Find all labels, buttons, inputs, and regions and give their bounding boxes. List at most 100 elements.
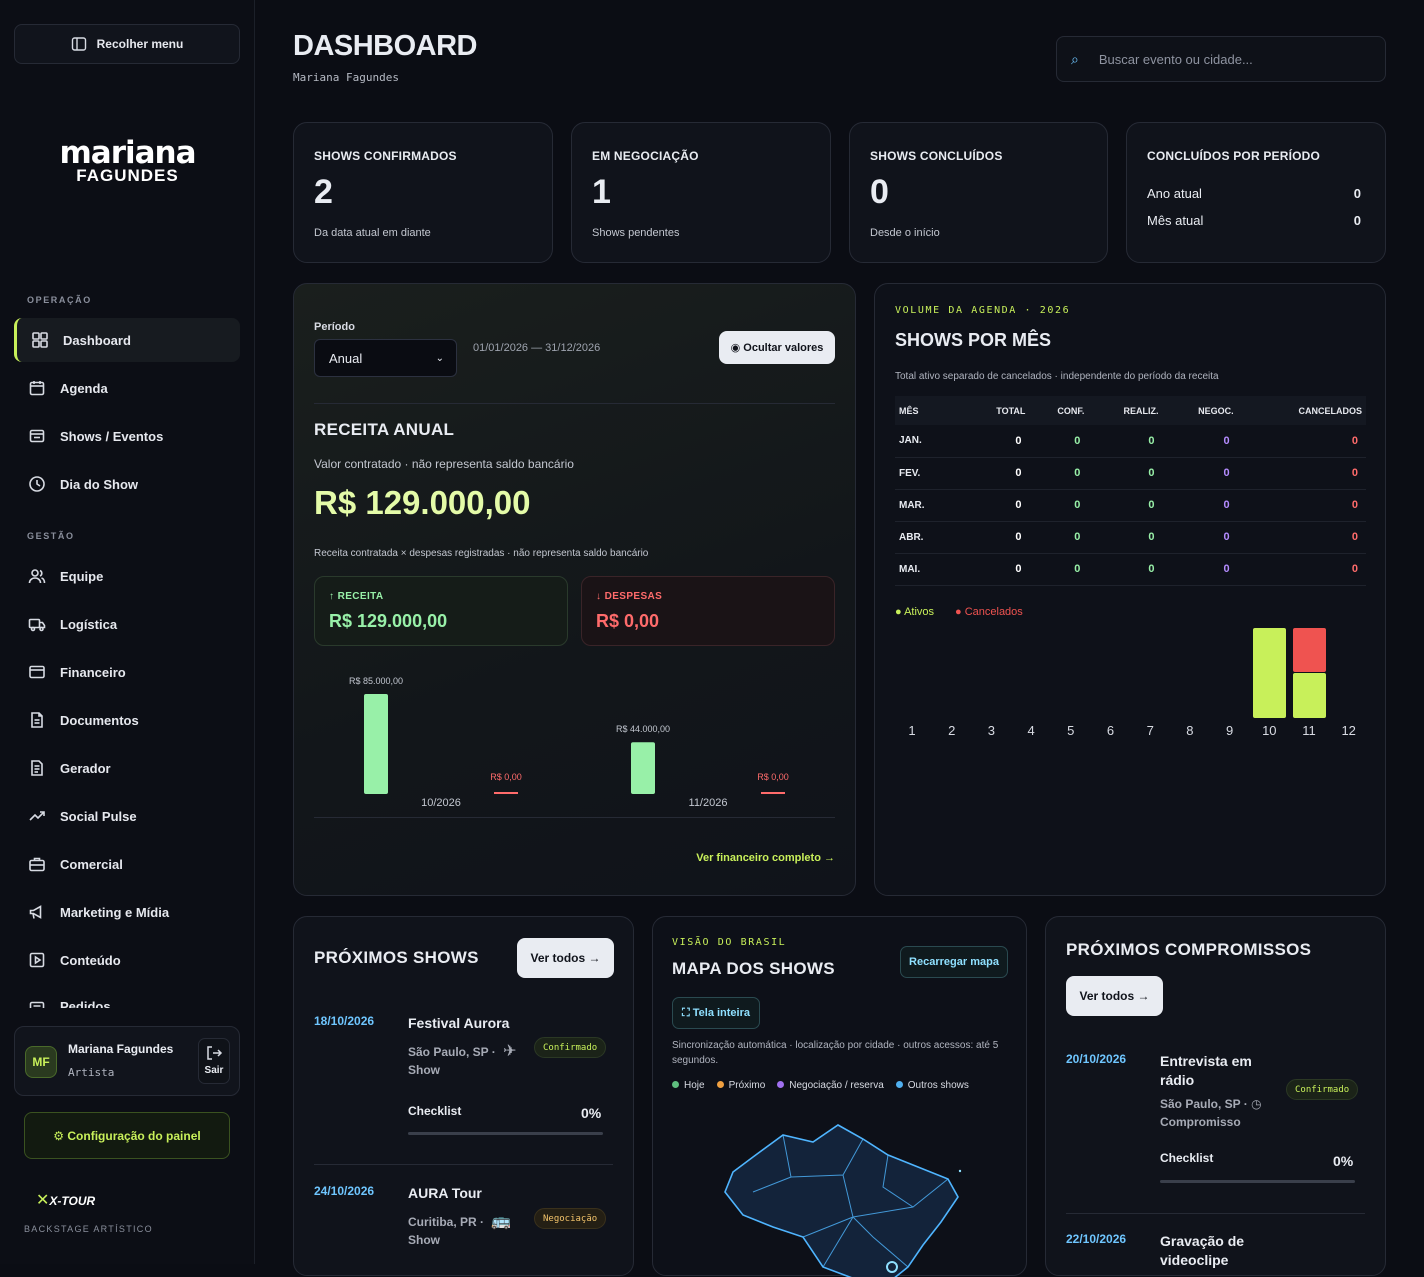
checklist-label: Checklist xyxy=(408,1104,462,1118)
shows-month-note: Total ativo separado de cancelados · ind… xyxy=(895,371,1219,382)
month-cell: FEV. xyxy=(895,457,967,490)
sidebar-item-label: Equipe xyxy=(60,568,104,584)
reload-map-button[interactable]: Recarregar mapa xyxy=(900,946,1008,978)
clock-icon xyxy=(29,476,45,492)
collapse-menu-label: Recolher menu xyxy=(96,37,184,51)
footer-tagline: BACKSTAGE ARTÍSTICO xyxy=(24,1224,153,1234)
month-axis-label: 6 xyxy=(1106,723,1115,738)
count-cell: 0 xyxy=(1029,457,1089,490)
divider xyxy=(314,817,835,818)
view-finance-link[interactable]: Ver financeiro completo → xyxy=(696,852,835,864)
collapse-menu-button[interactable]: Recolher menu xyxy=(14,24,240,64)
map-note: Sincronização automática · localização p… xyxy=(672,1040,999,1066)
brand-line-2: FAGUNDES xyxy=(76,166,179,185)
revenue-title: RECEITA ANUAL xyxy=(314,420,455,439)
brand-line-1: mariana xyxy=(59,135,196,171)
sidebar-item-gerador[interactable]: Gerador xyxy=(14,746,240,790)
map-title: MAPA DOS SHOWS xyxy=(672,959,835,978)
page-title: DASHBOARD xyxy=(293,30,478,62)
sidebar-item-marketing-e-midia[interactable]: Marketing e Mídia xyxy=(14,890,240,934)
divider xyxy=(1066,1213,1365,1214)
sidebar-item-social-pulse[interactable]: Social Pulse xyxy=(14,794,240,838)
revenue-note-2: Receita contratada × despesas registrada… xyxy=(314,548,649,559)
kpi-title: CONCLUÍDOS POR PERÍODO xyxy=(1147,149,1321,163)
logout-label: Sair xyxy=(204,1065,224,1076)
kpi-sub: Desde o início xyxy=(870,227,940,239)
bar-value-label: R$ 44.000,00 xyxy=(616,724,670,734)
sidebar-item-dashboard[interactable]: Dashboard xyxy=(14,318,240,362)
receita-box: ↑ RECEITA R$ 129.000,00 xyxy=(314,576,568,646)
kpi-value: 1 xyxy=(592,173,611,211)
event-date: 22/10/2026 xyxy=(1066,1232,1127,1246)
sidebar-item-shows-eventos[interactable]: Shows / Eventos xyxy=(14,414,240,458)
count-cell: 0 xyxy=(966,489,1030,522)
map-legend-label: Outros shows xyxy=(907,1080,969,1091)
revenue-note: Valor contratado · não representa saldo … xyxy=(314,457,574,471)
event-location-text: São Paulo, SP · xyxy=(408,1045,496,1059)
count-cell: 0 xyxy=(1088,489,1163,522)
count-cell: 0 xyxy=(1029,553,1089,586)
event-type: Compromisso xyxy=(1160,1115,1241,1129)
column-header: TOTAL xyxy=(966,396,1030,425)
sidebar-item-financeiro[interactable]: Financeiro xyxy=(14,650,240,694)
kpi-sub: Da data atual em diante xyxy=(314,227,431,239)
sidebar-item-label: Logística xyxy=(60,616,118,632)
panel-config-button[interactable]: ⚙ Configuração do painel xyxy=(24,1112,230,1159)
months-table-header: MÊS TOTAL CONF. REALIZ. NEGOC. CANCELADOS xyxy=(895,396,1366,425)
search-input[interactable]: ⌕ Buscar evento ou cidade... xyxy=(1056,36,1386,82)
logout-button[interactable]: Sair xyxy=(198,1038,230,1084)
sidebar-item-pedidos[interactable]: Pedidos xyxy=(14,986,240,1008)
ticket-icon xyxy=(29,429,45,443)
sidebar-item-label: Comercial xyxy=(60,856,123,872)
month-cell: MAI. xyxy=(895,553,967,586)
sidebar-item-comercial[interactable]: Comercial xyxy=(14,842,240,886)
count-cell: 0 xyxy=(1029,521,1089,554)
table-row: MAI. 0 0 0 0 0 xyxy=(895,553,1366,586)
commitments-title: PRÓXIMOS COMPROMISSOS xyxy=(1066,940,1312,959)
kpi-card-concluidos: SHOWS CONCLUÍDOS 0 Desde o início xyxy=(849,122,1108,263)
event-name[interactable]: Festival Aurora xyxy=(408,1015,510,1031)
sidebar-item-label: Marketing e Mídia xyxy=(60,904,170,920)
sidebar-item-label: Gerador xyxy=(60,760,111,776)
event-location-text: Curitiba, PR · xyxy=(408,1215,485,1229)
brazil-map[interactable] xyxy=(713,1117,973,1277)
xtour-logo-text: X-TOUR xyxy=(49,1194,96,1208)
sidebar-item-label: Pedidos xyxy=(60,999,111,1008)
count-cell: 0 xyxy=(1237,489,1366,522)
map-legend-label: Hoje xyxy=(684,1080,705,1091)
checklist-label: Checklist xyxy=(1160,1151,1214,1165)
kpi-title: EM NEGOCIAÇÃO xyxy=(592,149,699,163)
month-axis-label: 4 xyxy=(1027,723,1035,738)
event-name[interactable]: Gravação de videoclipe xyxy=(1160,1233,1245,1268)
event-name[interactable]: Entrevista em rádio xyxy=(1160,1053,1252,1088)
sidebar-item-logistica[interactable]: Logística xyxy=(14,602,240,646)
column-header: NEGOC. xyxy=(1162,396,1238,425)
kpi-card-periodo: CONCLUÍDOS POR PERÍODO Ano atual 0 Mês at… xyxy=(1126,122,1386,263)
sidebar-item-documentos[interactable]: Documentos xyxy=(14,698,240,742)
column-header: MÊS xyxy=(895,396,967,425)
bar-value-label: R$ 0,00 xyxy=(757,772,789,782)
period-row-mes: Mês atual 0 xyxy=(1147,213,1361,228)
event-name[interactable]: AURA Tour xyxy=(408,1185,482,1201)
sidebar-item-dia-do-show[interactable]: Dia do Show xyxy=(14,462,240,506)
despesas-bar xyxy=(494,792,518,794)
upcoming-see-all-button[interactable]: Ver todos → xyxy=(517,938,614,978)
month-axis-label: 1 xyxy=(908,723,916,738)
month-axis-label: 5 xyxy=(1067,723,1075,738)
commitments-see-all-button[interactable]: Ver todos → xyxy=(1066,976,1163,1016)
sidebar-item-agenda[interactable]: Agenda xyxy=(14,366,240,410)
month-axis-label: 7 xyxy=(1146,723,1154,738)
event-date: 20/10/2026 xyxy=(1066,1052,1127,1066)
calendar-icon xyxy=(29,381,45,396)
sidebar-item-equipe[interactable]: Equipe xyxy=(14,554,240,598)
checklist-progress xyxy=(408,1132,603,1135)
kpi-value: 0 xyxy=(870,173,889,211)
sidebar-item-label: Social Pulse xyxy=(60,808,137,824)
month-cell: JAN. xyxy=(895,425,967,458)
hide-values-button[interactable]: ◉ Ocultar valores xyxy=(719,331,835,364)
period-select[interactable]: Anual ⌄ xyxy=(314,339,457,377)
kpi-title: SHOWS CONCLUÍDOS xyxy=(870,149,1003,163)
fullscreen-button[interactable]: ⛶ Tela inteira xyxy=(672,997,760,1029)
sidebar-item-conteudo[interactable]: Conteúdo xyxy=(14,938,240,982)
user-role: Artista xyxy=(68,1066,115,1079)
